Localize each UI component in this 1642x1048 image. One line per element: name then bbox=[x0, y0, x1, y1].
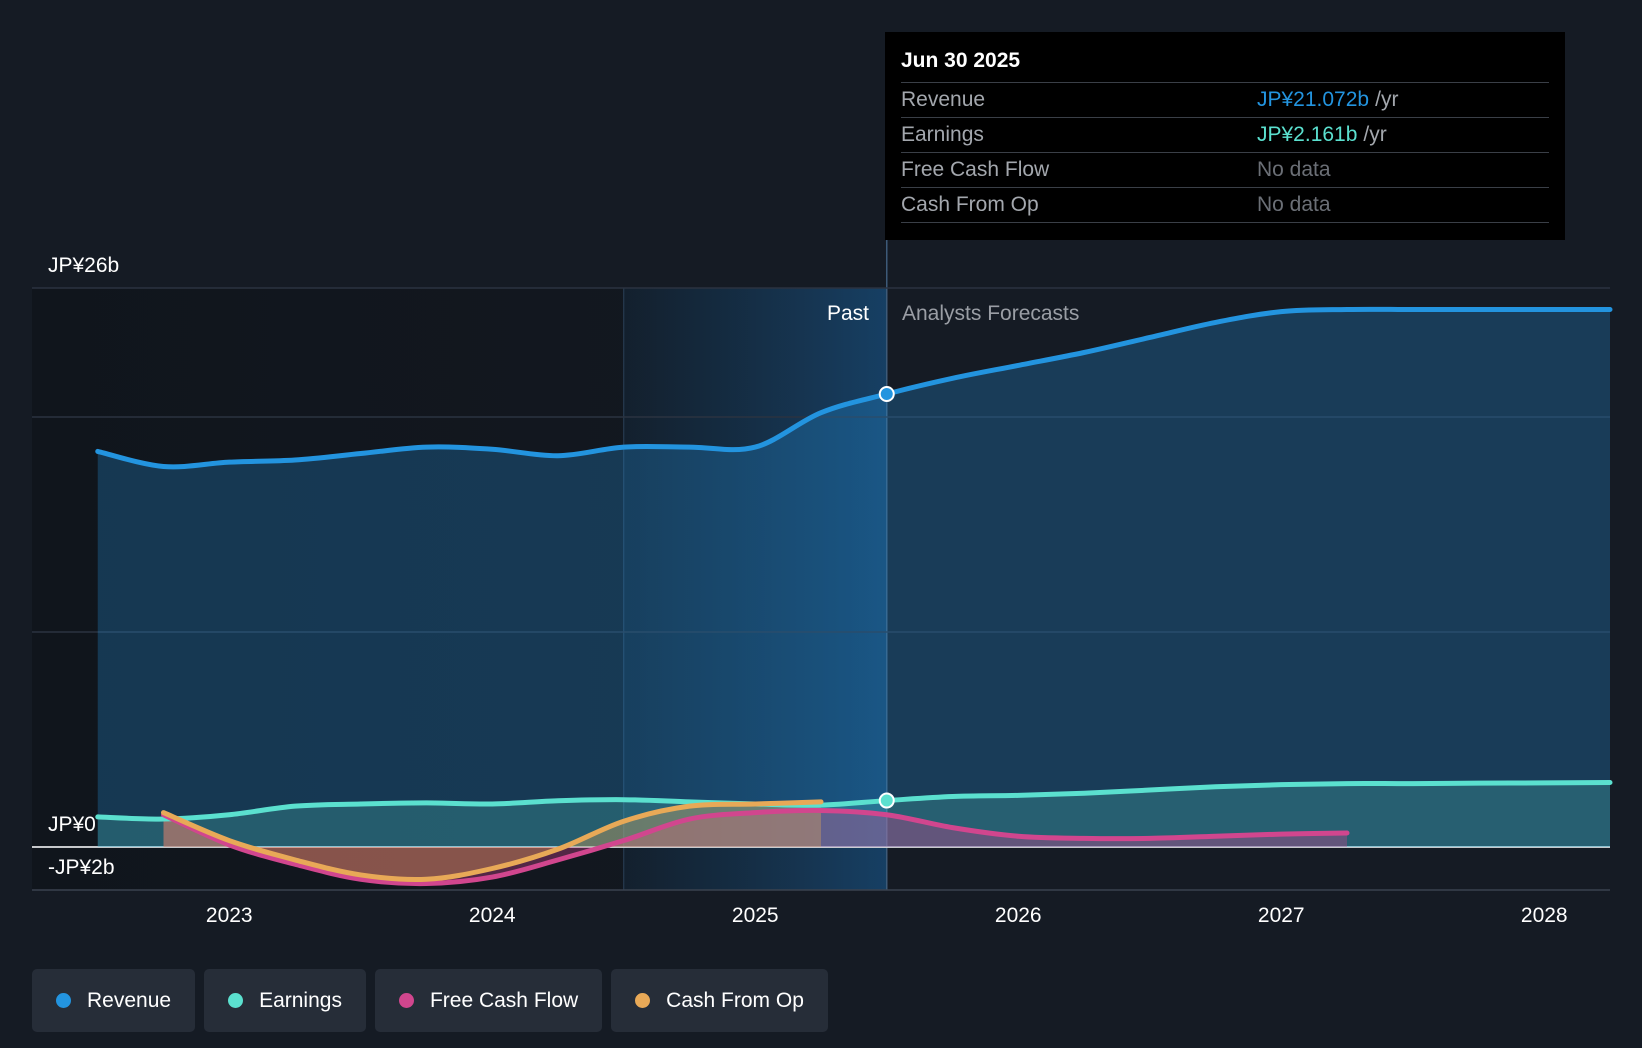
free-cash-flow-area bbox=[163, 810, 1347, 884]
x-tick-label: 2026 bbox=[995, 904, 1042, 927]
legend-item-revenue[interactable]: Revenue bbox=[32, 969, 196, 1032]
past-label: Past bbox=[827, 302, 869, 325]
forecast-label: Analysts Forecasts bbox=[902, 302, 1079, 325]
legend-label: Cash From Op bbox=[666, 988, 804, 1012]
tooltip-value: No data bbox=[1257, 193, 1331, 216]
legend-label: Revenue bbox=[87, 988, 172, 1012]
free-cash-flow-line bbox=[161, 807, 1350, 887]
tooltip-value: No data bbox=[1257, 158, 1331, 181]
y-tick-label: JP¥0 bbox=[48, 813, 96, 836]
chart: Past Analysts Forecasts JP¥26b JP¥0 -JP¥2b… bbox=[32, 240, 1613, 927]
legend-item-earnings[interactable]: Earnings bbox=[204, 969, 366, 1032]
tooltip-value: JP¥21.072b bbox=[1257, 88, 1370, 111]
legend-label: Free Cash Flow bbox=[429, 988, 579, 1012]
highlight-band bbox=[623, 288, 887, 890]
earnings-dot-icon bbox=[228, 993, 244, 1008]
earnings-highlight-point bbox=[878, 792, 895, 809]
tooltip-row-revenue: Revenue JP¥21.072b/yr bbox=[901, 82, 1549, 117]
legend-label: Earnings bbox=[259, 988, 342, 1012]
revenue-area bbox=[97, 309, 1610, 848]
tooltip-date: Jun 30 2025 bbox=[901, 49, 1021, 72]
x-tick-label: 2027 bbox=[1258, 904, 1305, 927]
cash-from-op-area bbox=[163, 801, 821, 880]
revenue-highlight-point bbox=[878, 385, 895, 402]
earnings-line bbox=[95, 780, 1613, 822]
tooltip-label: Revenue bbox=[901, 88, 986, 111]
x-tick-label: 2028 bbox=[1521, 904, 1568, 927]
tooltip-unit: /yr bbox=[1375, 88, 1399, 111]
legend-item-free-cash-flow[interactable]: Free Cash Flow bbox=[374, 969, 603, 1032]
tooltip-label: Cash From Op bbox=[901, 193, 1039, 216]
cash-from-op-line bbox=[161, 799, 824, 883]
earnings-area bbox=[97, 782, 1610, 847]
legend-item-cash-from-op[interactable]: Cash From Op bbox=[611, 969, 828, 1032]
tooltip-row-cash-from-op: Cash From Op No data bbox=[901, 187, 1549, 223]
revenue-dot-icon bbox=[56, 993, 71, 1008]
x-tick-label: 2024 bbox=[469, 904, 516, 927]
tooltip: Jun 30 2025 Revenue JP¥21.072b/yr Earnin… bbox=[885, 32, 1565, 240]
revenue-line bbox=[95, 306, 1613, 470]
tooltip-value: JP¥2.161b bbox=[1257, 123, 1358, 146]
y-tick-label: JP¥26b bbox=[48, 254, 119, 277]
tooltip-row-earnings: Earnings JP¥2.161b/yr bbox=[901, 117, 1549, 152]
legend: Revenue Earnings Free Cash Flow Cash Fro… bbox=[32, 969, 828, 1032]
tooltip-row-free-cash-flow: Free Cash Flow No data bbox=[901, 152, 1549, 187]
x-tick-label: 2025 bbox=[732, 904, 779, 927]
x-tick-label: 2023 bbox=[206, 904, 253, 927]
tooltip-unit: /yr bbox=[1363, 123, 1387, 146]
tooltip-label: Earnings bbox=[901, 123, 984, 146]
free-cash-flow-dot-icon bbox=[398, 993, 414, 1008]
tooltip-label: Free Cash Flow bbox=[901, 158, 1050, 181]
cash-from-op-dot-icon bbox=[635, 993, 651, 1008]
y-tick-label: -JP¥2b bbox=[48, 856, 115, 879]
